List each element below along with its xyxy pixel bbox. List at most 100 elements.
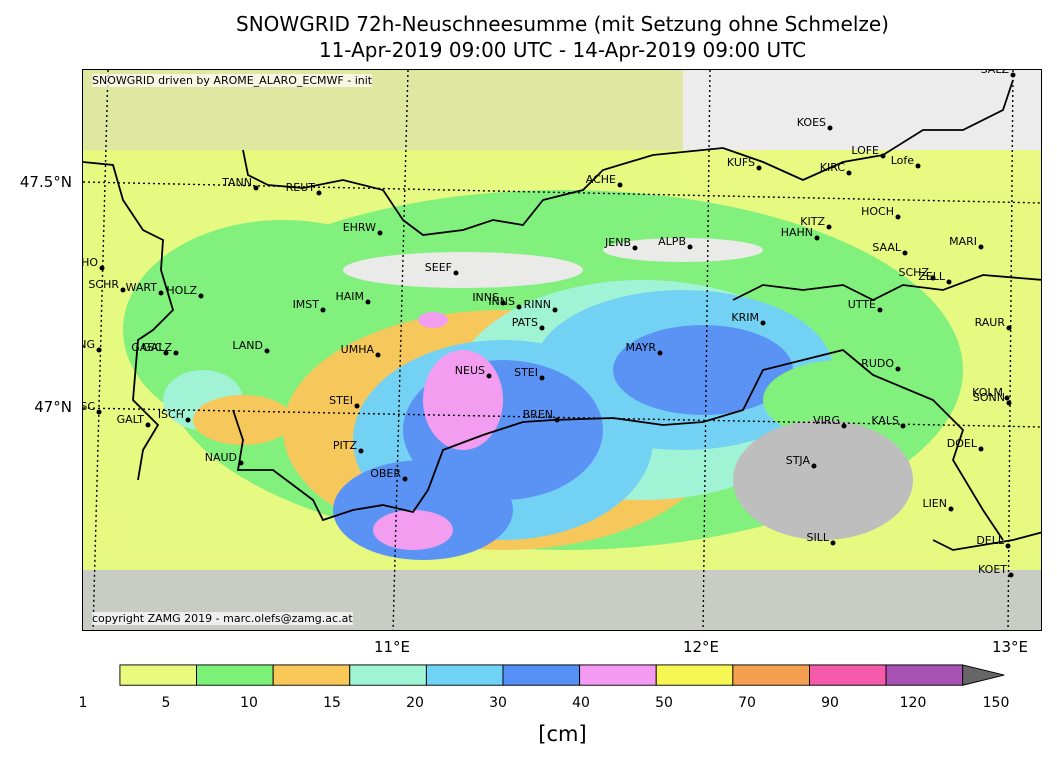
station-dot bbox=[948, 506, 954, 512]
lon-label-12: 12°E bbox=[682, 638, 720, 656]
station-dot bbox=[264, 348, 270, 354]
station-label: RINN bbox=[524, 298, 551, 311]
station-label: GASC bbox=[83, 400, 95, 413]
station-label: ACHE bbox=[586, 173, 616, 186]
station-marker: UTTE bbox=[848, 298, 883, 313]
station-label: GALT bbox=[117, 413, 145, 426]
station-dot bbox=[978, 244, 984, 250]
colorbar-swatch bbox=[809, 664, 887, 686]
station-dot bbox=[1006, 325, 1012, 331]
station-label: VIRG bbox=[813, 414, 840, 427]
lon-label-11: 11°E bbox=[373, 638, 411, 656]
station-dot bbox=[814, 235, 820, 241]
station-marker: ALPB bbox=[658, 235, 693, 250]
copyright-note: copyright ZAMG 2019 - marc.olefs@zamg.ac… bbox=[92, 612, 353, 625]
colorbar-tick-label: 150 bbox=[982, 695, 1010, 711]
station-label: KOES bbox=[797, 116, 826, 129]
colorbar-tick-label: 70 bbox=[738, 695, 756, 711]
station-marker: SILL bbox=[807, 531, 836, 546]
station-label: KIRC bbox=[820, 161, 846, 174]
station-label: SCHO bbox=[83, 256, 98, 269]
station-marker: UMHA bbox=[341, 343, 381, 358]
station-dot bbox=[830, 540, 836, 546]
station-label: TANN bbox=[221, 176, 252, 189]
station-dot bbox=[145, 422, 151, 428]
colorbar-tick-label: 5 bbox=[161, 695, 171, 711]
station-label: STEI bbox=[514, 366, 538, 379]
station-marker: GASC bbox=[131, 341, 169, 356]
colorbar-tick-label: 40 bbox=[572, 695, 590, 711]
station-dot bbox=[99, 265, 105, 271]
station-label: HOLZ bbox=[166, 284, 197, 297]
station-marker: DOEL bbox=[947, 437, 984, 452]
station-marker: PATS bbox=[512, 316, 545, 331]
station-dot bbox=[826, 224, 832, 230]
station-dot bbox=[657, 350, 663, 356]
station-label: MAYR bbox=[625, 341, 656, 354]
station-marker: KIRC bbox=[820, 161, 852, 176]
station-dot bbox=[120, 287, 126, 293]
station-marker: RINN bbox=[524, 298, 558, 313]
station-dot bbox=[96, 347, 102, 353]
station-marker: GALT bbox=[117, 413, 151, 428]
station-label: SEEF bbox=[425, 261, 452, 274]
station-dot bbox=[877, 307, 883, 313]
station-dot bbox=[358, 448, 364, 454]
station-dot bbox=[1008, 572, 1014, 578]
station-marker: TANN bbox=[221, 176, 259, 191]
station-dot bbox=[1004, 395, 1010, 401]
map-svg: SALZ KOES LOFE Lofe KUFS KIRC ACHE TANN REUT HOCH… bbox=[83, 70, 1041, 630]
colorbar-swatch bbox=[272, 664, 351, 686]
station-label: SONN bbox=[973, 391, 1005, 404]
station-label: RUDO bbox=[861, 357, 894, 370]
station-label: LAND bbox=[232, 339, 263, 352]
station-label: KALS bbox=[871, 414, 899, 427]
station-label: ISCH bbox=[158, 408, 184, 421]
model-note: SNOWGRID driven by AROME_ALARO_ECMWF - i… bbox=[92, 74, 373, 87]
station-marker: HAIM bbox=[335, 290, 371, 305]
colorbar-swatch bbox=[349, 664, 427, 686]
colorbar-swatch bbox=[579, 664, 657, 686]
station-marker: KRIM bbox=[731, 311, 766, 326]
map-subtitle-period: 11-Apr-2019 09:00 UTC - 14-Apr-2019 09:0… bbox=[318, 38, 807, 62]
colorbar-unit: [cm] bbox=[538, 722, 587, 746]
station-dot bbox=[163, 350, 169, 356]
station-label: INNS bbox=[472, 291, 499, 304]
station-dot bbox=[900, 423, 906, 429]
station-label: RAUR bbox=[975, 316, 1006, 329]
snow-map: SALZ KOES LOFE Lofe KUFS KIRC ACHE TANN REUT HOCH… bbox=[82, 69, 1042, 631]
station-marker: GALZ bbox=[142, 341, 179, 356]
station-label: HAIM bbox=[335, 290, 364, 303]
station-marker: JENB bbox=[604, 236, 638, 251]
station-dot bbox=[915, 163, 921, 169]
station-label: JENB bbox=[604, 236, 631, 249]
station-label: Lofe bbox=[891, 154, 915, 167]
station-label: PITZ bbox=[333, 439, 358, 452]
station-marker: HOCH bbox=[861, 205, 901, 220]
station-marker: BREN bbox=[523, 408, 560, 423]
station-label: DOEL bbox=[947, 437, 978, 450]
station-label: STEI bbox=[329, 394, 353, 407]
station-label: GASC bbox=[131, 341, 162, 354]
station-marker: STEI bbox=[329, 394, 360, 409]
station-dot bbox=[500, 300, 506, 306]
station-label: KOLM bbox=[972, 386, 1003, 399]
station-marker: SCHR bbox=[88, 278, 126, 293]
station-dot bbox=[827, 125, 833, 131]
station-label: NAUD bbox=[205, 451, 237, 464]
station-marker: NAUD bbox=[205, 451, 244, 466]
station-label: SCHR bbox=[88, 278, 119, 291]
station-label: LOFE bbox=[851, 144, 879, 157]
station-dot bbox=[316, 190, 322, 196]
station-dot bbox=[402, 476, 408, 482]
station-dot bbox=[539, 375, 545, 381]
station-marker: MAYR bbox=[625, 341, 663, 356]
colorbar-tick-label: 10 bbox=[240, 695, 258, 711]
station-label: OBER bbox=[370, 467, 401, 480]
station-marker: HOLZ bbox=[166, 284, 204, 299]
station-dot bbox=[930, 275, 936, 281]
station-marker: GASC bbox=[83, 400, 102, 415]
station-label: EHRW bbox=[343, 221, 376, 234]
station-label: GALZ bbox=[142, 341, 172, 354]
station-marker: KOLM bbox=[972, 386, 1010, 401]
